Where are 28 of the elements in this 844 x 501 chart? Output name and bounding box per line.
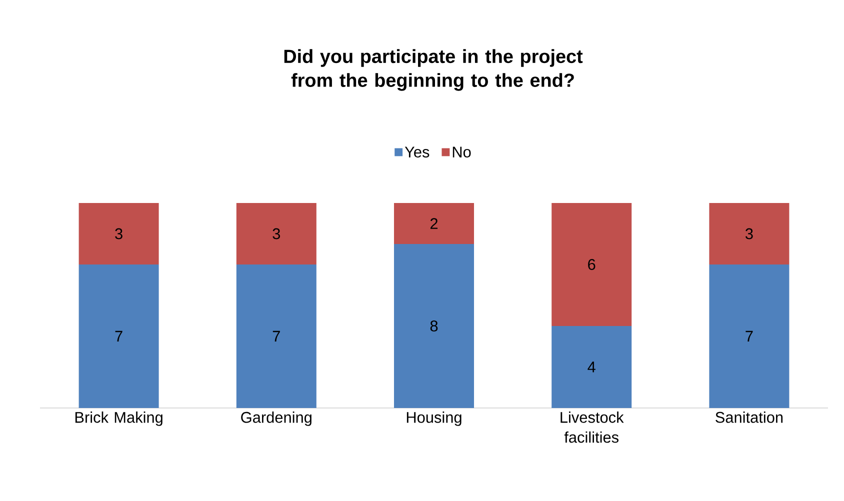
bar (394, 244, 474, 408)
bar (552, 326, 632, 408)
x-tick-label: Brick Making (75, 412, 162, 426)
chart-title: Did you participate in the project from the beginning to the end? (284, 49, 583, 91)
x-tick-label: Livestock facilities (560, 412, 624, 443)
legend-label: Yes (404, 146, 430, 158)
bar (709, 202, 790, 264)
data-label: 8 (430, 320, 438, 332)
x-tick-label: Housing (406, 412, 462, 426)
data-label: 6 (588, 259, 596, 270)
data-label: 4 (588, 362, 596, 372)
legend-label: No (452, 146, 471, 158)
data-label: 3 (272, 228, 280, 240)
data-label: 7 (115, 330, 122, 342)
data-label: 7 (272, 330, 280, 342)
data-label: 7 (746, 330, 753, 342)
bar (78, 202, 159, 264)
bar (236, 264, 316, 408)
x-tick-label: Gardening (241, 412, 312, 426)
data-label: 3 (746, 228, 753, 240)
data-label: 3 (115, 228, 122, 240)
bar (709, 264, 790, 408)
data-label: 2 (430, 218, 438, 229)
bar (394, 202, 474, 244)
bar (78, 264, 159, 408)
x-tick-label: Sanitation (716, 412, 783, 423)
bar (236, 202, 316, 264)
bar (552, 202, 632, 326)
